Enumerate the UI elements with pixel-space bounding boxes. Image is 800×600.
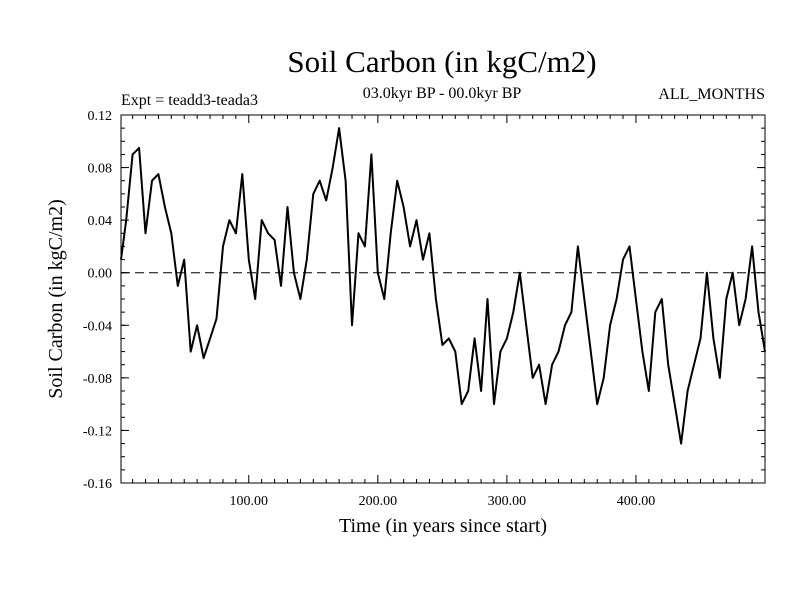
x-axis-label: Time (in years since start) bbox=[339, 515, 547, 537]
y-tick-label: -0.08 bbox=[83, 372, 112, 387]
plot-frame bbox=[120, 114, 766, 484]
y-tick-label: -0.16 bbox=[83, 477, 112, 492]
y-tick-label: 0.00 bbox=[88, 267, 113, 282]
y-tick-label: 0.12 bbox=[88, 109, 113, 124]
chart-subtitle: 03.0kyr BP - 00.0kyr BP bbox=[363, 85, 522, 102]
chart-title: Soil Carbon (in kgC/m2) bbox=[287, 44, 596, 79]
y-tick-label: -0.04 bbox=[83, 319, 112, 334]
x-tick-label: 300.00 bbox=[488, 494, 527, 509]
series-layer bbox=[120, 127, 766, 445]
x-tick-label: 200.00 bbox=[359, 494, 398, 509]
axis-layer: 0.12 0.08 0.04 0.00 -0.04 -0.08 -0.12 -0.16 100.… bbox=[83, 109, 765, 509]
x-tick-label: 100.00 bbox=[230, 494, 269, 509]
experiment-label: Expt = teadd3-teada3 bbox=[121, 92, 258, 109]
y-tick-label: -0.12 bbox=[83, 424, 112, 439]
months-label: ALL_MONTHS bbox=[658, 86, 765, 103]
y-tick-label: 0.08 bbox=[88, 162, 113, 177]
x-tick-label: 400.00 bbox=[617, 494, 656, 509]
y-axis-label: Soil Carbon (in kgC/m2) bbox=[45, 199, 67, 398]
series-line bbox=[120, 127, 766, 445]
y-tick-label: 0.04 bbox=[88, 214, 113, 229]
